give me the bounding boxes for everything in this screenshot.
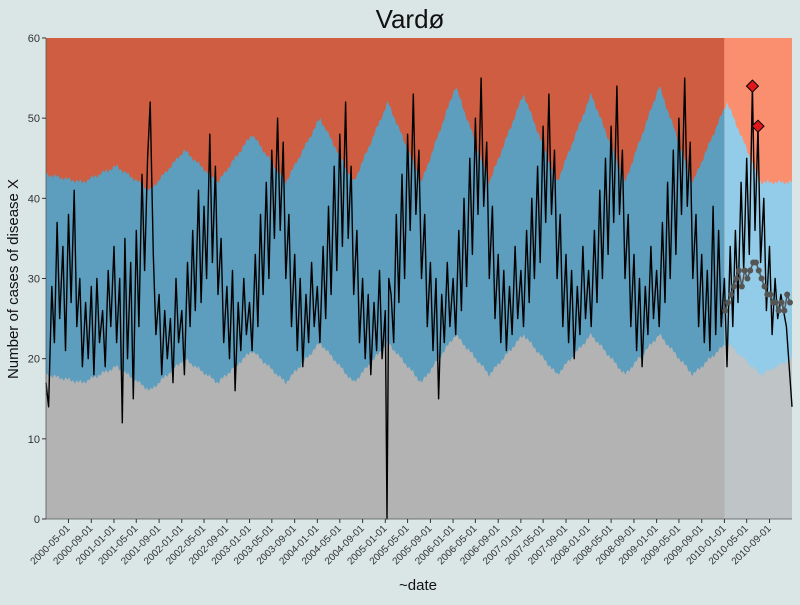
forecast-point: [784, 291, 791, 298]
forecast-low-band: [724, 342, 792, 519]
observed-series-line: [45, 77, 793, 520]
y-axis-label: Number of cases of disease X: [5, 179, 22, 379]
y-tick-label: 20: [28, 354, 40, 366]
y-tick-label: 50: [28, 113, 40, 125]
forecast-point: [775, 307, 782, 314]
forecast-point: [733, 275, 740, 282]
alert-marker: [751, 119, 765, 133]
forecast-point: [735, 267, 742, 274]
forecast-point: [741, 267, 748, 274]
forecast-point: [747, 267, 754, 274]
forecast-point: [781, 307, 788, 314]
alert-marker: [745, 79, 760, 93]
y-tick-label: 30: [28, 274, 40, 286]
forecast-point: [786, 299, 793, 306]
forecast-point: [727, 291, 734, 298]
forecast-point: [722, 307, 729, 314]
forecast-point: [738, 283, 745, 290]
chart-title: Vardø: [376, 4, 445, 34]
forecast-point: [758, 275, 765, 282]
y-tick-label: 60: [28, 33, 40, 45]
forecast-point: [724, 299, 731, 306]
series-layer: [45, 77, 793, 520]
forecast-point: [755, 267, 762, 274]
y-tick-label: 0: [34, 514, 40, 526]
forecast-point: [752, 259, 759, 266]
x-axis-label: ~date: [399, 577, 437, 594]
threshold-bands: [46, 38, 725, 519]
baseline-band: [46, 333, 725, 519]
forecast-point: [730, 283, 737, 290]
forecast-point: [778, 299, 785, 306]
y-tick-label: 10: [28, 434, 40, 446]
forecast-point: [767, 291, 774, 298]
forecast-point: [761, 283, 768, 290]
y-tick-label: 40: [28, 193, 40, 205]
forecast-point: [744, 275, 751, 282]
axes-layer: 01020304050602000-05-012000-09-012001-01…: [28, 33, 792, 567]
forecast-point: [772, 299, 779, 306]
